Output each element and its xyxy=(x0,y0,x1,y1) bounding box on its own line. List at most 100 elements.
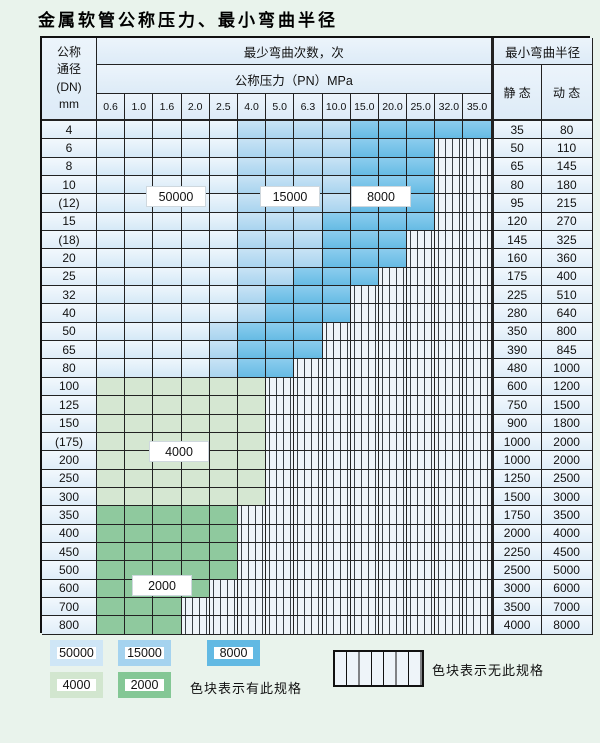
matrix-cell-b2 xyxy=(266,231,295,250)
matrix-cell-b2 xyxy=(266,121,295,140)
matrix-cell-x xyxy=(266,506,295,525)
matrix-cell-b1 xyxy=(125,359,154,378)
matrix-cell-x xyxy=(294,616,323,635)
pressure-value-header: 35.0 xyxy=(463,94,492,121)
matrix-cell-g2 xyxy=(209,542,238,562)
matrix-cell-x xyxy=(322,542,351,562)
matrix-cell-g1 xyxy=(209,414,238,433)
matrix-cell-b1 xyxy=(97,231,126,250)
dn-cell: 32 xyxy=(42,286,97,305)
legend-hatch-box xyxy=(333,650,424,687)
matrix-cell-b1 xyxy=(125,286,154,305)
static-radius-cell: 225 xyxy=(491,286,542,305)
matrix-cell-b2 xyxy=(209,341,238,360)
matrix-cell-b1 xyxy=(153,212,182,232)
matrix-cell-b1 xyxy=(97,304,126,323)
matrix-cell-x xyxy=(237,561,267,580)
dn-cell: 700 xyxy=(42,597,97,617)
dynamic-radius-cell: 2500 xyxy=(541,469,593,488)
matrix-cell-b2 xyxy=(209,322,238,342)
matrix-cell-g2 xyxy=(97,506,126,525)
matrix-cell-b3 xyxy=(350,157,379,177)
matrix-cell-b1 xyxy=(181,341,210,360)
dynamic-radius-cell: 400 xyxy=(541,267,593,287)
matrix-cell-x xyxy=(378,616,408,635)
static-radius-cell: 750 xyxy=(491,396,542,415)
matrix-cell-b1 xyxy=(97,286,126,305)
matrix-cell-x xyxy=(435,249,464,268)
matrix-cell-x xyxy=(435,524,464,543)
matrix-cell-b2 xyxy=(237,176,267,195)
matrix-cell-b3 xyxy=(407,139,436,158)
static-radius-cell: 35 xyxy=(491,121,542,140)
matrix-cell-g1 xyxy=(181,396,210,415)
matrix-cell-b1 xyxy=(209,121,238,140)
static-radius-cell: 1750 xyxy=(491,506,542,525)
matrix-cell-x xyxy=(294,377,323,397)
matrix-cell-x xyxy=(266,414,295,433)
matrix-cell-g2 xyxy=(153,524,182,543)
matrix-cell-g1 xyxy=(97,414,126,433)
matrix-cell-x xyxy=(407,506,436,525)
matrix-cell-b1 xyxy=(153,304,182,323)
matrix-cell-g1 xyxy=(237,396,267,415)
legend-chip-15000: 15000 xyxy=(118,640,171,666)
dynamic-radius-cell: 1500 xyxy=(541,396,593,415)
matrix-cell-x xyxy=(322,414,351,433)
matrix-cell-b3 xyxy=(237,322,267,342)
matrix-cell-x xyxy=(350,377,379,397)
dynamic-radius-cell: 7000 xyxy=(541,597,593,617)
matrix-cell-b3 xyxy=(294,322,323,342)
matrix-cell-b2 xyxy=(322,157,351,177)
matrix-cell-x xyxy=(350,616,379,635)
matrix-cell-x xyxy=(266,579,295,598)
matrix-cell-x xyxy=(322,524,351,543)
matrix-cell-b1 xyxy=(181,121,210,140)
matrix-cell-b1 xyxy=(125,212,154,232)
matrix-cell-x xyxy=(322,377,351,397)
static-radius-cell: 3000 xyxy=(491,579,542,598)
matrix-cell-b1 xyxy=(125,304,154,323)
matrix-cell-b1 xyxy=(181,157,210,177)
dynamic-radius-cell: 360 xyxy=(541,249,593,268)
matrix-cell-b1 xyxy=(97,341,126,360)
dn-cell: 4 xyxy=(42,121,97,140)
cycle-count-badge: 2000 xyxy=(132,575,192,596)
matrix-cell-x xyxy=(322,341,351,360)
matrix-cell-b2 xyxy=(266,249,295,268)
matrix-cell-x xyxy=(322,597,351,617)
matrix-cell-x xyxy=(322,487,351,507)
matrix-cell-g1 xyxy=(209,396,238,415)
legend-chip-2000: 2000 xyxy=(118,672,171,698)
pressure-value-header: 5.0 xyxy=(266,94,295,121)
matrix-cell-b3 xyxy=(378,157,408,177)
matrix-cell-b1 xyxy=(97,194,126,213)
matrix-cell-x xyxy=(322,322,351,342)
matrix-cell-b1 xyxy=(97,359,126,378)
dn-cell: 125 xyxy=(42,396,97,415)
dynamic-radius-cell: 3500 xyxy=(541,506,593,525)
dynamic-radius-cell: 145 xyxy=(541,157,593,177)
dn-cell: 100 xyxy=(42,377,97,397)
matrix-cell-b1 xyxy=(153,359,182,378)
matrix-cell-x xyxy=(407,542,436,562)
static-radius-cell: 95 xyxy=(491,194,542,213)
matrix-cell-x xyxy=(266,542,295,562)
matrix-cell-x xyxy=(378,396,408,415)
matrix-cell-x xyxy=(407,377,436,397)
matrix-cell-b2 xyxy=(294,121,323,140)
matrix-cell-b3 xyxy=(322,267,351,287)
matrix-cell-b3 xyxy=(378,139,408,158)
matrix-cell-x xyxy=(435,451,464,470)
matrix-cell-x xyxy=(350,487,379,507)
legend-chip-label: 8000 xyxy=(214,646,253,660)
matrix-cell-x xyxy=(322,579,351,598)
matrix-cell-b1 xyxy=(153,267,182,287)
matrix-cell-b3 xyxy=(407,121,436,140)
matrix-cell-x xyxy=(294,469,323,488)
matrix-cell-g2 xyxy=(97,561,126,580)
static-radius-cell: 280 xyxy=(491,304,542,323)
matrix-cell-x xyxy=(294,579,323,598)
static-radius-cell: 1500 xyxy=(491,487,542,507)
matrix-cell-x xyxy=(266,487,295,507)
